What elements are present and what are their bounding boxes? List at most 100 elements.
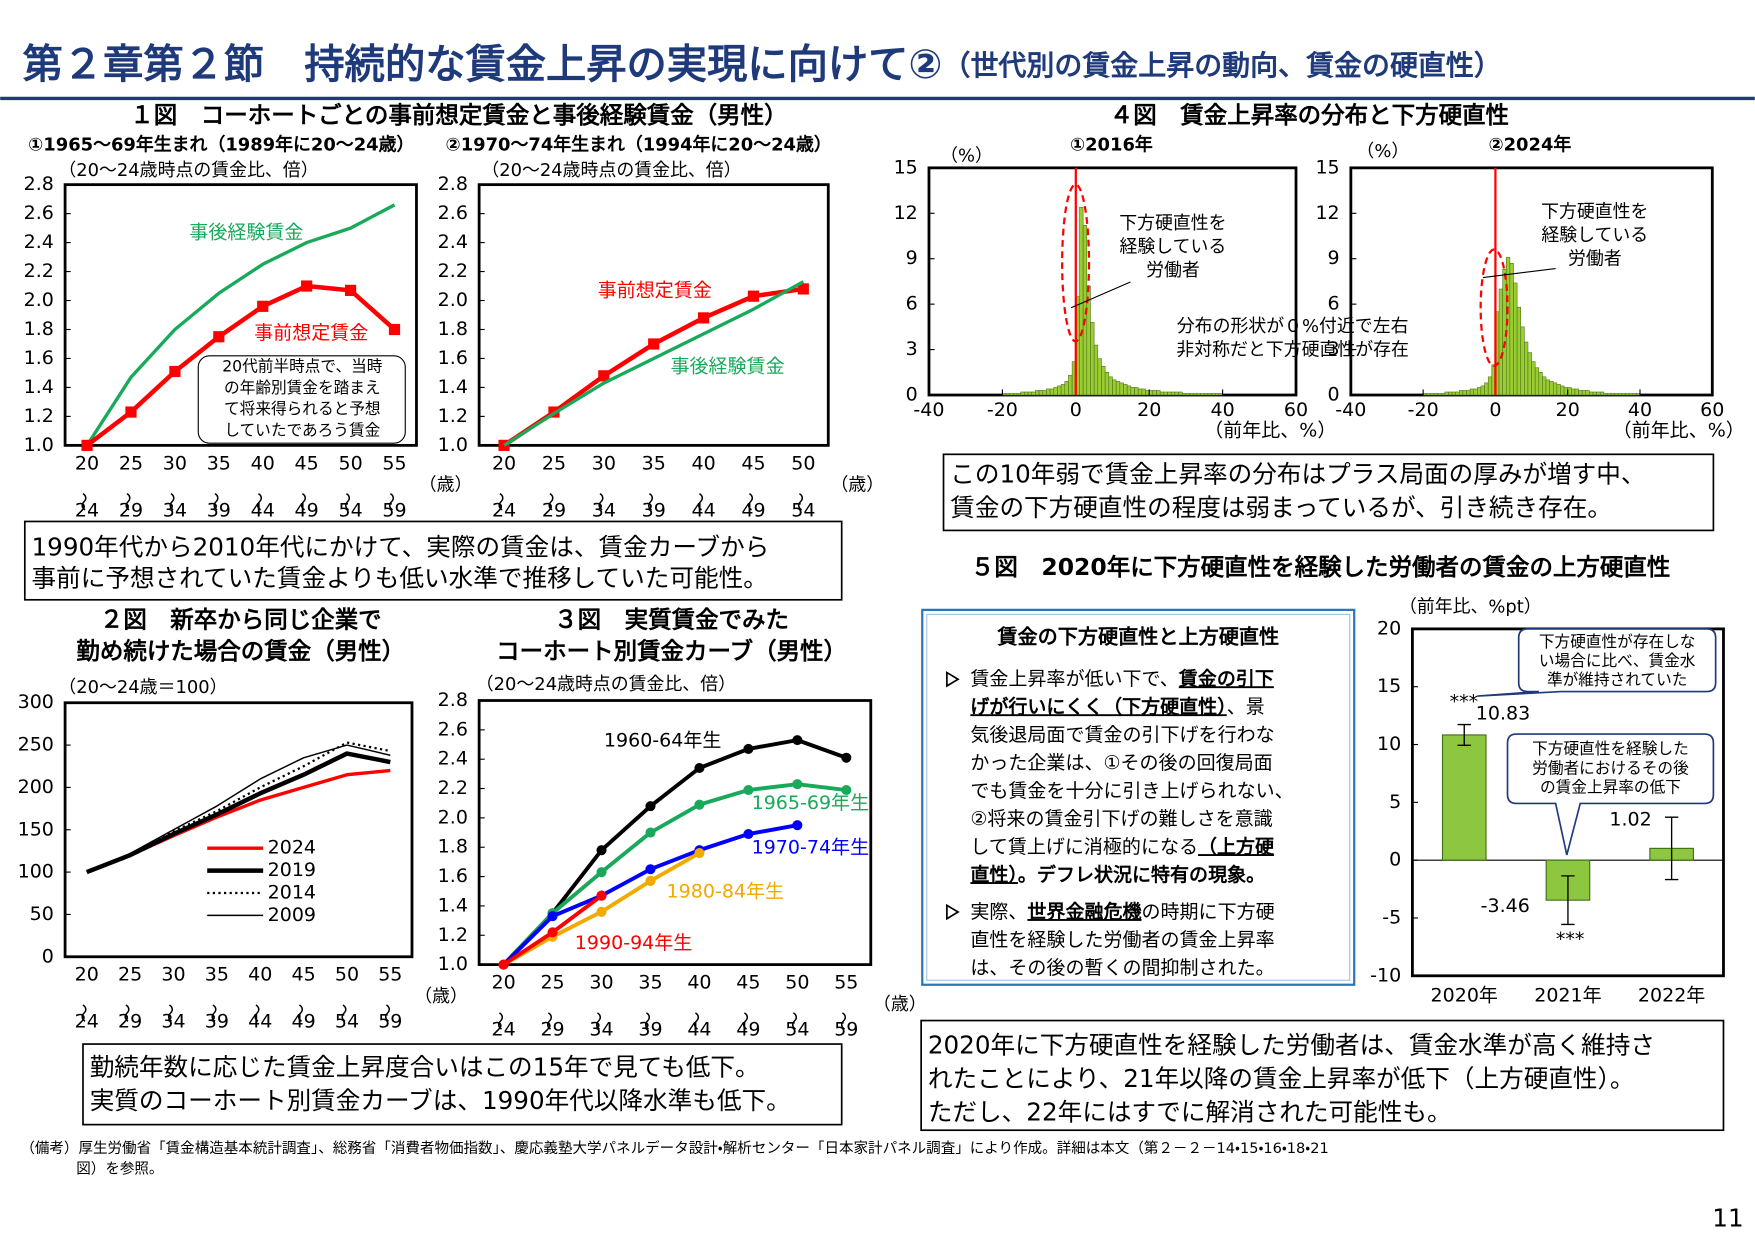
figure-title: ５図 2020年に下方硬直性を経験した労働者の賃金の上方硬直性: [971, 553, 1670, 581]
plot-frame: [63, 701, 414, 959]
x-tick-label-part: 54: [338, 499, 362, 521]
explainer-line: 直性）。デフレ状況に特有の現象。: [970, 863, 1265, 886]
histogram-bar: [1119, 382, 1124, 396]
histogram-bar: [1469, 388, 1475, 396]
explainer-segment: 、景: [1227, 696, 1265, 718]
x-tick-label-part: 55: [378, 963, 402, 985]
x-tick-label-part: 45: [741, 452, 765, 474]
x-tick-label-part: 59: [378, 1010, 402, 1032]
x-tick-label: 25 〜29: [116, 452, 143, 521]
x-tick-label: -20: [1408, 399, 1439, 421]
x-tick-label: 20 〜24: [490, 452, 517, 521]
x-tick-label-part: 40: [251, 452, 275, 474]
y-tick-label: 1.4: [24, 376, 54, 398]
figure-title: ３図 実質賃金でみた: [554, 606, 789, 634]
histogram-bar: [1444, 391, 1449, 396]
histogram-bar: [1607, 393, 1612, 396]
annotation: 下方硬直性を: [1119, 213, 1226, 234]
chart-subtitle: ②2024年: [1488, 133, 1571, 155]
x-tick-label-part: 30: [589, 971, 613, 993]
point: [301, 280, 313, 292]
histogram-bar: [1462, 390, 1467, 396]
histogram-bar: [1545, 379, 1550, 396]
y-tick-label: 2.2: [438, 777, 468, 799]
x-tick-label-part: 55: [382, 452, 406, 474]
x-axis-label: （歳）: [831, 475, 885, 496]
point: [645, 864, 656, 875]
annotation: て将来得られると予想: [224, 399, 381, 418]
y-tick-label: 2.0: [24, 289, 54, 311]
note: 図）を参照。: [76, 1160, 163, 1177]
histogram-bar: [1455, 391, 1460, 396]
x-tick-label-part: 35: [207, 452, 231, 474]
x-tick-label-part: 40: [691, 452, 715, 474]
x-tick-label-part: 24: [492, 499, 516, 521]
x-tick-label-part: 30: [163, 452, 187, 474]
point: [694, 762, 705, 774]
conclusion-text: 勤続年数に応じた賃金上昇度合いはこの15年で見ても低下。: [90, 1053, 760, 1082]
histogram-bar: [1448, 391, 1453, 396]
series-label: 事後経験賃金: [671, 356, 785, 378]
x-tick-label: 40 〜44: [246, 963, 273, 1032]
point: [648, 338, 660, 350]
x-tick-label-part: 24: [492, 1018, 516, 1040]
x-tick-label-part: 25: [119, 452, 143, 474]
series-label: 1960-64年生: [604, 729, 721, 751]
histogram-bar: [1614, 393, 1619, 396]
histogram-bar: [1466, 390, 1471, 396]
explainer-segment: （上方硬: [1198, 835, 1275, 858]
histogram-bar: [1556, 384, 1561, 396]
chart-subtitle: ①2016年: [1070, 133, 1153, 155]
explainer-line: 直性を経験した労働者の賃金上昇率: [970, 928, 1274, 950]
x-tick-label-part: 〜: [739, 492, 761, 511]
y-tick-label: 2.4: [438, 231, 468, 253]
x-tick-label: 2022年: [1638, 984, 1705, 1006]
x-tick-label: 50 〜54: [332, 963, 359, 1032]
x-tick-label-part: 〜: [539, 492, 561, 511]
x-tick-label-part: 〜: [734, 1012, 756, 1031]
y-tick-label: 2.2: [438, 260, 468, 282]
histogram-bar: [1632, 393, 1637, 396]
y-tick-label: 15: [1315, 156, 1339, 178]
histogram-bar: [1020, 391, 1025, 396]
x-axis-label: （歳）: [419, 475, 473, 496]
x-tick-label-part: 29: [542, 499, 566, 521]
y-tick-label: 1.6: [438, 347, 468, 369]
histogram-bar: [1185, 393, 1190, 396]
x-tick-label-part: 20: [75, 963, 99, 985]
histogram-bar: [1013, 393, 1018, 396]
x-tick-label-part: 〜: [589, 492, 611, 511]
explainer-line: 気後退局面で賃金の引下げを行わな: [970, 724, 1274, 746]
histogram-bar: [1170, 391, 1176, 396]
x-tick-label-part: 25: [540, 971, 564, 993]
histogram-bar: [1090, 322, 1095, 396]
x-tick-label-part: 29: [540, 1018, 564, 1040]
x-tick-label-part: 〜: [73, 492, 95, 511]
x-tick-label-part: 〜: [789, 492, 811, 511]
histogram-bar: [1035, 390, 1040, 396]
y-tick-label: 300: [18, 691, 54, 713]
x-tick-label-part: 30: [161, 963, 185, 985]
x-tick-label-part: 35: [642, 452, 666, 474]
histogram-bar: [1498, 288, 1503, 396]
histogram-bar: [1440, 393, 1446, 396]
histogram-bar: [1599, 391, 1605, 396]
x-tick-label-part: 44: [687, 1018, 711, 1040]
conclusion-box: [23, 520, 843, 601]
explainer-line: げが行いにくく（下方硬直性）、景: [970, 695, 1264, 718]
explainer-box-inner: [926, 613, 1351, 981]
x-tick-label: 50 〜54: [789, 452, 816, 521]
point: [257, 300, 269, 312]
histogram-bar: [1137, 388, 1143, 396]
x-tick-label: 55 〜59: [832, 971, 859, 1040]
x-tick-label-part: 55: [834, 971, 858, 993]
explainer-segment: 賃金上昇率が低い下で、: [970, 668, 1178, 690]
histogram-bar: [1628, 393, 1634, 396]
y-tick-label: 1.8: [438, 836, 468, 858]
legend-label: 2009: [268, 904, 316, 926]
x-axis-label: （前年比、%）: [1204, 419, 1336, 441]
x-tick-label: 25 〜29: [539, 452, 566, 521]
x-tick-label-part: 〜: [292, 492, 314, 511]
histogram-bar: [1163, 391, 1168, 396]
